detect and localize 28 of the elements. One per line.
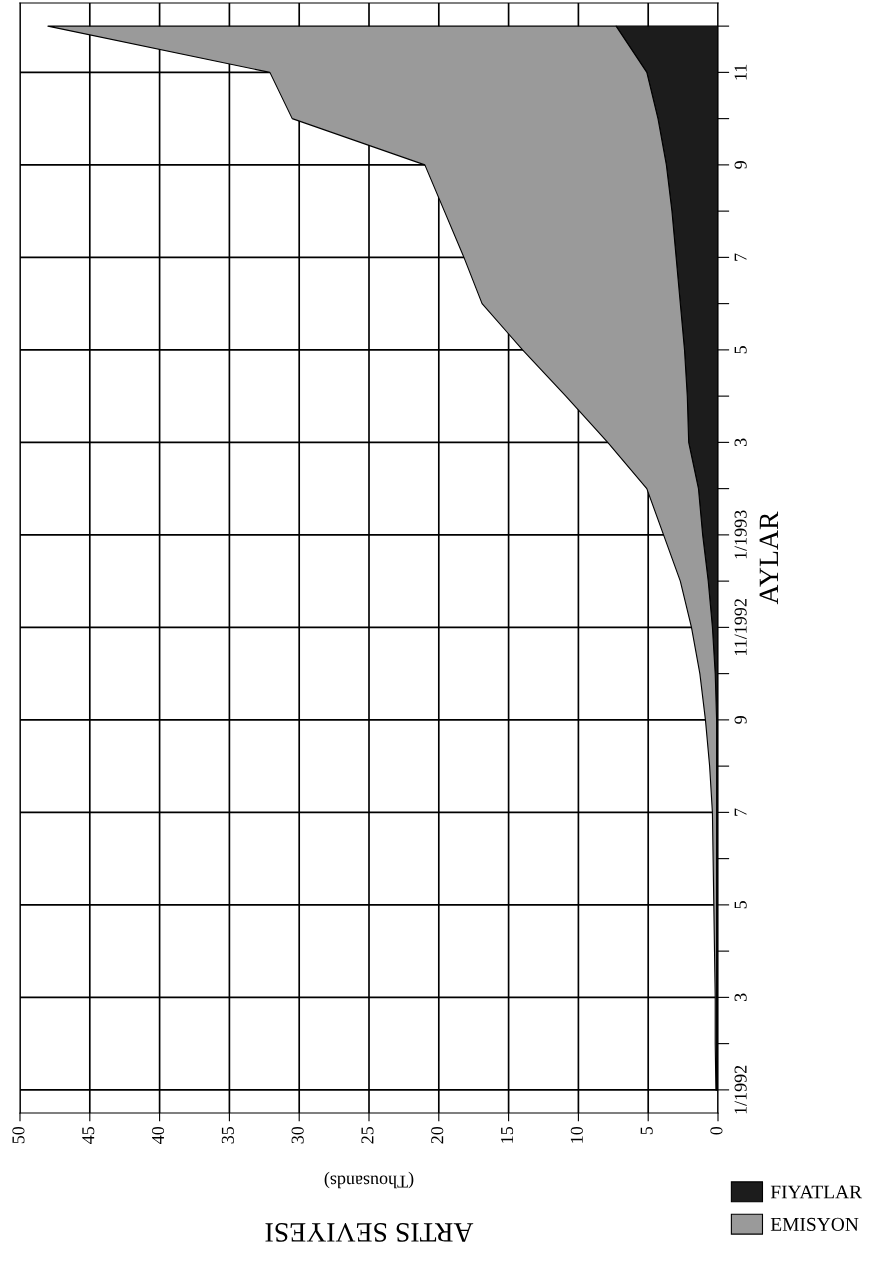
x-tick-label: 35 xyxy=(221,1126,234,1144)
y-tick-label: 11 xyxy=(734,64,747,80)
text: (Thousands) xyxy=(324,1171,414,1189)
y-tick-label: 1/1993 xyxy=(734,510,747,559)
y-tick-label: 3 xyxy=(734,438,747,447)
x-tick-label: 5 xyxy=(640,1126,653,1135)
x-tick-label: 20 xyxy=(431,1126,444,1144)
y-axis-title: AYLAR xyxy=(759,511,778,605)
x-tick-label: 25 xyxy=(361,1126,374,1144)
y-tick-label: 9 xyxy=(734,716,747,724)
y-tick-label: 5 xyxy=(734,346,747,354)
y-tick-label: 9 xyxy=(734,161,747,169)
x-tick-label: 50 xyxy=(12,1126,25,1144)
x-tick-label: 0 xyxy=(710,1126,723,1135)
y-tick-label: 7 xyxy=(734,808,747,816)
x-tick-label: 30 xyxy=(291,1126,304,1144)
y-tick-label: 7 xyxy=(734,253,747,261)
y-tick-label: 11/1992 xyxy=(734,599,747,656)
legend-label: FIYATLAR xyxy=(770,1185,863,1199)
y-tick-label: 5 xyxy=(734,901,747,909)
y-tick-label: 1/1992 xyxy=(734,1065,747,1114)
x-tick-label: 10 xyxy=(570,1126,583,1143)
legend-label: EMISYON xyxy=(770,1217,859,1231)
y-tick-label: 3 xyxy=(734,993,747,1002)
x-tick-label: 15 xyxy=(501,1126,514,1143)
x-tick-label: 45 xyxy=(82,1126,95,1144)
x-tick-label: 40 xyxy=(151,1126,165,1144)
x-axis-title: ARTIS SEVIYESI xyxy=(265,1222,474,1242)
